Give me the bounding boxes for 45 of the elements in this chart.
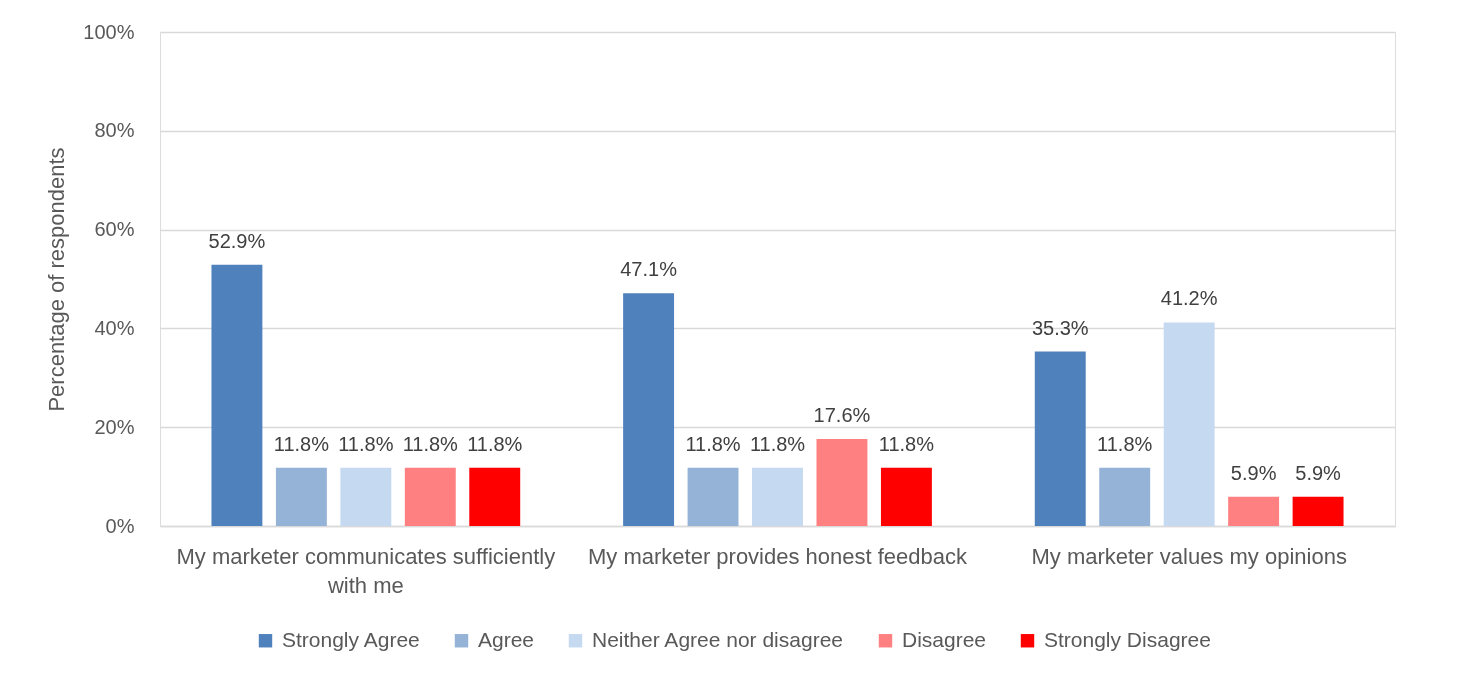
bar xyxy=(340,467,392,526)
legend-label: Agree xyxy=(478,627,535,651)
bar xyxy=(469,467,521,526)
data-label: 11.8% xyxy=(467,432,523,455)
legend-label: Disagree xyxy=(902,627,987,651)
data-label: 11.8% xyxy=(402,432,459,455)
legend-label: Neither Agree nor disagree xyxy=(592,627,843,651)
y-tick-label: 80% xyxy=(94,119,135,142)
bar xyxy=(752,467,803,526)
data-label: 52.9% xyxy=(208,229,266,252)
y-tick-label: 100% xyxy=(83,20,135,43)
x-tick-label: My marketer communicates sufficiently with me xyxy=(176,543,556,598)
bar xyxy=(211,264,263,526)
data-label: 11.8% xyxy=(878,432,935,455)
bar xyxy=(1034,351,1086,526)
y-tick-label: 0% xyxy=(105,514,135,537)
bar xyxy=(816,439,868,526)
data-label: 11.8% xyxy=(685,432,741,455)
data-label: 17.6% xyxy=(813,404,871,427)
bar xyxy=(1099,467,1151,526)
y-tick-label: 20% xyxy=(94,415,135,438)
bar xyxy=(687,467,739,526)
legend-label: Strongly Agree xyxy=(282,627,420,651)
bar xyxy=(1163,322,1215,526)
data-label: 11.8% xyxy=(273,432,330,455)
y-tick-label: 40% xyxy=(94,316,135,339)
bar xyxy=(1292,496,1344,526)
legend-label: Strongly Disagree xyxy=(1044,627,1211,651)
data-label: 11.8% xyxy=(749,432,806,455)
bar xyxy=(404,467,456,526)
bar xyxy=(1228,496,1280,526)
data-label: 47.1% xyxy=(620,258,678,281)
data-label: 35.3% xyxy=(1031,316,1089,339)
data-label: 11.8% xyxy=(1097,432,1153,455)
data-label: 5.9% xyxy=(1295,461,1342,484)
data-label: 41.2% xyxy=(1160,287,1218,310)
y-tick-label: 60% xyxy=(94,218,135,241)
x-tick-label: My marketer values my opinions xyxy=(1031,543,1347,569)
bar xyxy=(880,467,932,526)
bar xyxy=(275,467,327,526)
data-label: 5.9% xyxy=(1230,461,1277,484)
y-axis-title: Percentage of respondents xyxy=(44,147,70,412)
x-tick-label: My marketer provides honest feedback xyxy=(587,543,969,569)
data-label: 11.8% xyxy=(338,432,394,455)
bar xyxy=(623,293,675,526)
